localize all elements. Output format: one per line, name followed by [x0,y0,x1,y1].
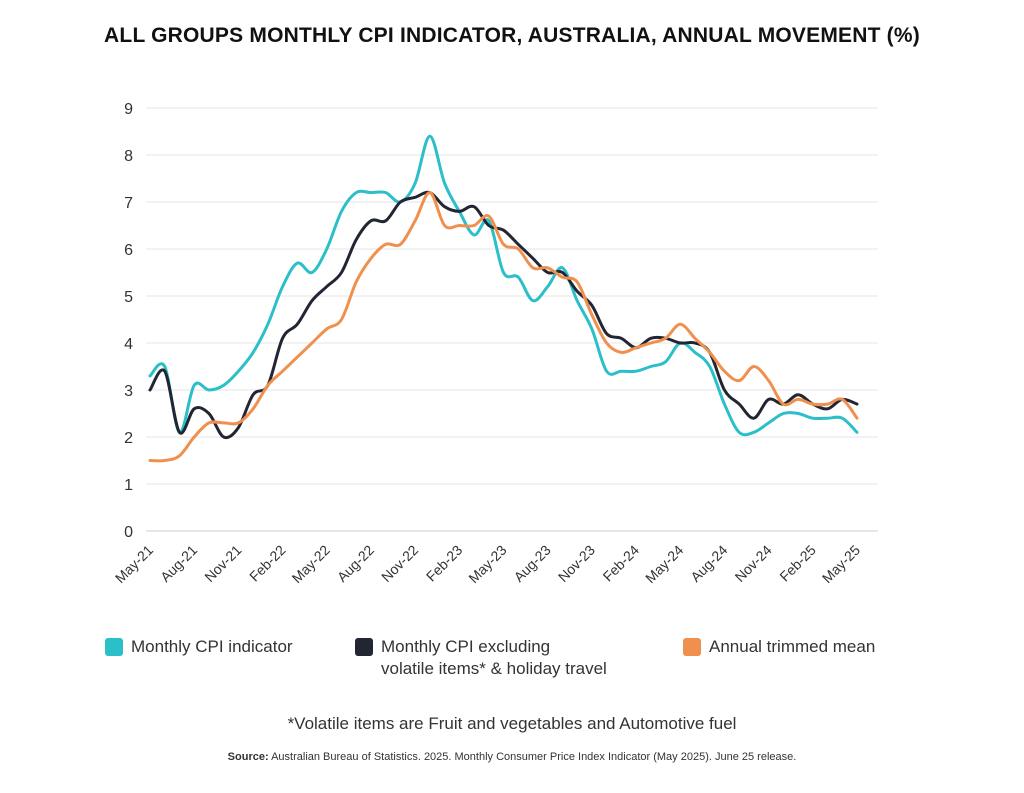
source-text: Australian Bureau of Statistics. 2025. M… [268,751,797,763]
legend-label: Monthly CPI indicator [131,637,293,656]
y-tick-label: 4 [124,336,133,353]
y-tick-label: 7 [124,195,133,212]
x-tick-label: Aug-24 [687,542,730,585]
y-tick-label: 6 [124,242,133,259]
y-tick-label: 8 [124,148,133,165]
series-line-2 [148,190,859,440]
x-tick-label: Nov-24 [732,542,775,585]
x-tick-label: Feb-25 [776,542,819,585]
x-tick-label: May-22 [289,542,333,586]
x-tick-label: May-23 [465,542,509,586]
x-tick-label: Nov-23 [555,542,598,585]
x-tick-label: Aug-21 [157,542,200,585]
legend-label: Monthly CPI excluding [381,637,551,656]
series-line-3 [148,191,859,463]
legend-item-cpi: Monthly CPI indicator [105,636,293,658]
series-line-1 [148,134,859,437]
source-label: Source: [227,751,269,763]
legend-swatch-cpi [105,638,123,656]
x-tick-label: Feb-22 [246,542,289,585]
x-tick-label: Feb-23 [423,542,466,585]
footnote: *Volatile items are Fruit and vegetables… [287,714,737,733]
x-tick-label: May-25 [819,542,863,586]
x-tick-label: Nov-22 [378,542,421,585]
x-tick-label: Nov-21 [201,542,244,585]
legend-swatch-excl [355,638,373,656]
y-tick-label: 0 [124,524,133,541]
source-note: Source: Australian Bureau of Statistics.… [0,751,1024,763]
legend-item-excl: Monthly CPI excluding volatile items* & … [355,636,607,680]
y-tick-label: 9 [124,101,133,118]
chart-title: ALL GROUPS MONTHLY CPI INDICATOR, AUSTRA… [104,24,920,47]
x-tick-label: Feb-24 [600,542,643,585]
x-tick-label: Aug-23 [511,542,554,585]
legend-label: volatile items* & holiday travel [381,659,607,678]
y-tick-label: 3 [124,383,133,400]
x-tick-label: Aug-22 [334,542,377,585]
legend-swatch-trimmed [683,638,701,656]
y-tick-label: 5 [124,289,133,306]
x-tick-label: May-24 [642,542,686,586]
y-tick-label: 2 [124,430,133,447]
y-tick-label: 1 [124,477,133,494]
x-tick-label: May-21 [112,542,156,586]
legend-label: Annual trimmed mean [709,637,876,656]
legend-item-trimmed: Annual trimmed mean [683,636,875,658]
